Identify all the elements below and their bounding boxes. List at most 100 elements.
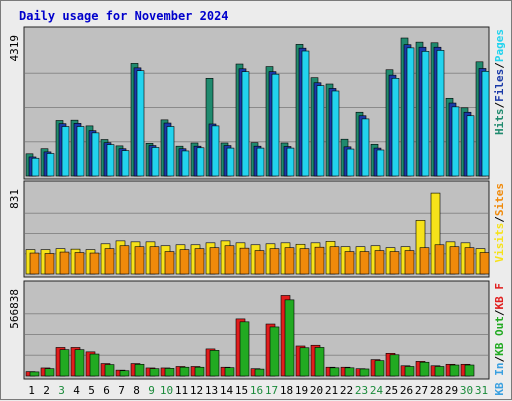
- legend-item: KB Out: [493, 316, 506, 356]
- bar-pages-day-23: [361, 118, 370, 177]
- bar-kb-out-day-20: [314, 347, 325, 377]
- bar-pages-day-3: [61, 126, 70, 177]
- legend-separator: /: [493, 356, 506, 363]
- bar-pages-day-12: [196, 147, 205, 177]
- bar-pages-day-4: [76, 126, 85, 177]
- bar-sites-day-9: [149, 246, 160, 275]
- bar-pages-day-8: [136, 70, 145, 177]
- legend-separator: /: [493, 102, 506, 109]
- bar-pages-day-24: [376, 149, 385, 177]
- bar-kb-out-day-28: [434, 366, 445, 377]
- bar-sites-day-30: [464, 247, 475, 275]
- bar-sites-day-4: [74, 252, 85, 275]
- bar-sites-day-29: [449, 246, 460, 275]
- chart-title: Daily usage for November 2024: [19, 9, 229, 23]
- bar-sites-day-26: [404, 250, 415, 275]
- legend-visits: Visits/Sites: [493, 183, 506, 263]
- bar-pages-day-25: [391, 78, 400, 177]
- chart-panels: 4319Hits/Files/Pages831Visits/Sites56683…: [8, 26, 506, 396]
- bar-pages-day-1: [31, 157, 40, 177]
- bar-kb-out-day-6: [104, 364, 115, 377]
- x-tick-label: 13: [205, 384, 218, 397]
- x-tick-label: 15: [235, 384, 248, 397]
- bar-sites-day-11: [179, 249, 190, 275]
- legend-item: KB F: [493, 283, 506, 310]
- bar-sites-day-22: [344, 251, 355, 275]
- bar-sites-day-23: [359, 251, 370, 275]
- bar-sites-day-10: [164, 251, 175, 275]
- y-max-label: 4319: [8, 35, 21, 62]
- bar-kb-out-day-13: [209, 350, 220, 377]
- x-tick-label: 10: [160, 384, 173, 397]
- bar-sites-day-2: [44, 253, 55, 275]
- bar-kb-out-day-29: [449, 364, 460, 377]
- x-tick-label: 17: [265, 384, 278, 397]
- legend-item: Hits: [493, 109, 506, 136]
- x-tick-label: 7: [118, 384, 125, 397]
- legend-item: Sites: [493, 183, 506, 216]
- bar-sites-day-12: [194, 248, 205, 275]
- bar-kb-out-day-5: [89, 353, 100, 377]
- panel-visits: 831 Visits/Sites: [8, 180, 506, 278]
- bar-sites-day-28: [434, 244, 445, 275]
- legend-item: Pages: [493, 29, 506, 62]
- bar-pages-day-30: [466, 115, 475, 177]
- bar-kb-out-day-27: [419, 361, 430, 377]
- bar-pages-day-29: [451, 106, 460, 177]
- x-tick-label: 31: [475, 384, 488, 397]
- bar-sites-day-27: [419, 247, 430, 275]
- bar-kb-out-day-30: [464, 364, 475, 377]
- bar-kb-out-day-10: [164, 368, 175, 377]
- x-tick-label: 23: [355, 384, 368, 397]
- bar-sites-day-24: [374, 250, 385, 275]
- panel-background: [23, 280, 490, 380]
- bar-kb-out-day-11: [179, 366, 190, 377]
- legend-usage: Hits/Files/Pages: [493, 29, 506, 135]
- bar-kb-out-day-15: [239, 321, 250, 377]
- x-tick-label: 16: [250, 384, 263, 397]
- bar-pages-day-19: [301, 50, 310, 177]
- legend-item: KB In: [493, 363, 506, 396]
- bar-kb-out-day-3: [59, 349, 70, 377]
- bar-kb-out-day-1: [29, 371, 40, 377]
- bar-kb-out-day-17: [269, 326, 280, 377]
- bar-pages-day-20: [316, 85, 325, 177]
- x-tick-label: 22: [340, 384, 353, 397]
- x-tick-label: 4: [73, 384, 80, 397]
- bar-kb-out-day-12: [194, 366, 205, 377]
- bar-pages-day-5: [91, 132, 100, 177]
- bar-kb-out-day-18: [284, 299, 295, 377]
- bar-pages-day-2: [46, 153, 55, 177]
- x-tick-label: 27: [415, 384, 428, 397]
- bar-kb-out-day-25: [389, 354, 400, 377]
- legend-separator: /: [493, 62, 506, 69]
- x-tick-label: 19: [295, 384, 308, 397]
- bar-pages-day-6: [106, 144, 115, 177]
- bar-kb-out-day-8: [134, 363, 145, 377]
- bar-sites-day-25: [389, 251, 400, 275]
- bar-pages-day-10: [166, 126, 175, 177]
- bar-kb-out-day-26: [404, 366, 415, 377]
- x-tick-label: 18: [280, 384, 293, 397]
- bar-kb-out-day-22: [344, 367, 355, 377]
- y-max-label: 831: [8, 189, 21, 209]
- bar-kb-out-day-19: [299, 347, 310, 377]
- x-tick-label: 3: [58, 384, 65, 397]
- bar-pages-day-26: [406, 47, 415, 177]
- bar-sites-day-18: [284, 247, 295, 275]
- bar-pages-day-14: [226, 147, 235, 177]
- x-tick-label: 14: [220, 384, 234, 397]
- x-tick-label: 30: [460, 384, 473, 397]
- x-tick-label: 2: [43, 384, 50, 397]
- bar-pages-day-31: [481, 71, 490, 177]
- bar-pages-day-16: [256, 147, 265, 177]
- bar-kb-out-day-23: [359, 368, 370, 377]
- bar-pages-day-9: [151, 147, 160, 177]
- bar-sites-day-6: [104, 248, 115, 275]
- bar-pages-day-21: [331, 90, 340, 177]
- legend-item: Files: [493, 69, 506, 102]
- bar-sites-day-3: [59, 251, 70, 275]
